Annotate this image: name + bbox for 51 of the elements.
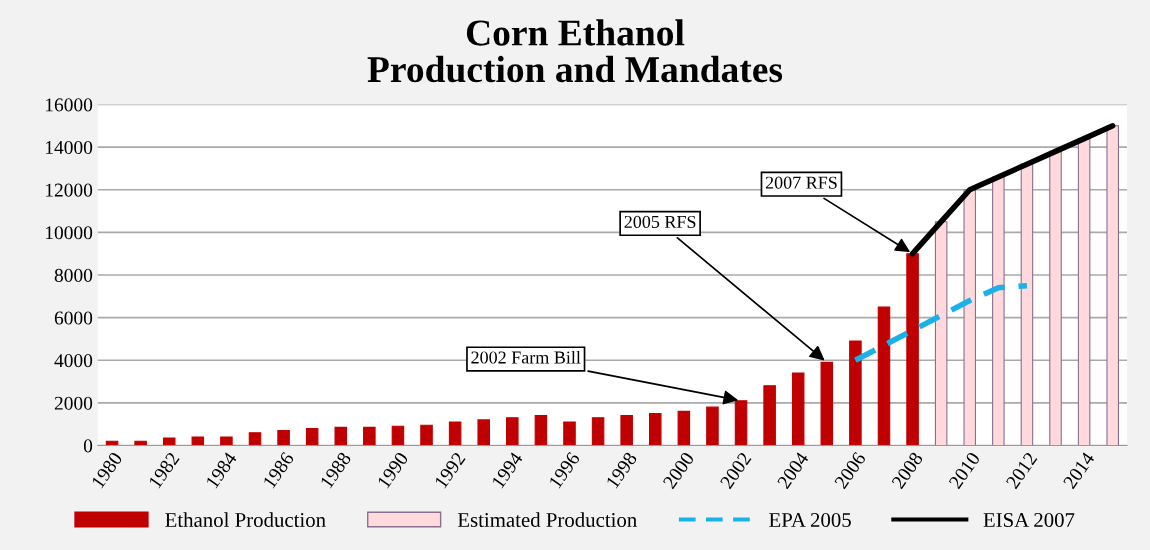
bar [420, 424, 433, 446]
bar [363, 426, 376, 446]
legend-label: Ethanol Production [165, 512, 326, 528]
bar [334, 426, 348, 446]
bar [877, 306, 891, 446]
y-tick-label: 2000 [54, 396, 93, 410]
y-tick-label: 0 [83, 439, 93, 453]
bar [763, 385, 776, 446]
legend-label: Estimated Production [457, 512, 637, 528]
bar [1077, 138, 1091, 446]
bar [963, 189, 977, 446]
bar [248, 432, 262, 446]
bar [648, 412, 662, 446]
annotation: 2002 Farm Bill [471, 350, 581, 364]
y-tick-label: 8000 [54, 268, 93, 282]
bar [706, 406, 719, 446]
legend-label: EISA 2007 [983, 512, 1075, 528]
bar [162, 437, 176, 446]
bar [1106, 125, 1119, 446]
bar [734, 400, 748, 446]
bar [934, 221, 948, 446]
bar [220, 436, 233, 446]
bar [477, 419, 490, 446]
bar [992, 176, 1005, 446]
chart-title: Corn Ethanol Production and Mandates [367, 19, 783, 83]
bar [391, 425, 405, 446]
annotation: 2005 RFS [624, 215, 696, 229]
y-tick-label: 12000 [45, 183, 93, 197]
bar [620, 415, 633, 446]
bar [1049, 150, 1062, 446]
y-tick-label: 10000 [45, 226, 93, 240]
bar [791, 372, 805, 446]
bar [591, 417, 605, 446]
bar [677, 410, 691, 446]
legend-label: EPA 2005 [769, 512, 851, 528]
bar [305, 427, 319, 446]
y-tick-label: 14000 [45, 140, 93, 155]
bar [506, 417, 519, 446]
bar [191, 436, 205, 446]
bar [849, 340, 862, 446]
y-tick-label: 6000 [54, 311, 93, 325]
bar [1020, 163, 1034, 446]
bar [906, 253, 919, 446]
bar [277, 430, 290, 446]
annotation: 2007 RFS [765, 176, 837, 189]
bar [534, 415, 548, 446]
bar [563, 421, 576, 446]
y-tick-label: 16000 [45, 98, 93, 112]
y-tick-label: 4000 [54, 354, 93, 368]
bar [820, 361, 834, 446]
bar [448, 421, 462, 446]
